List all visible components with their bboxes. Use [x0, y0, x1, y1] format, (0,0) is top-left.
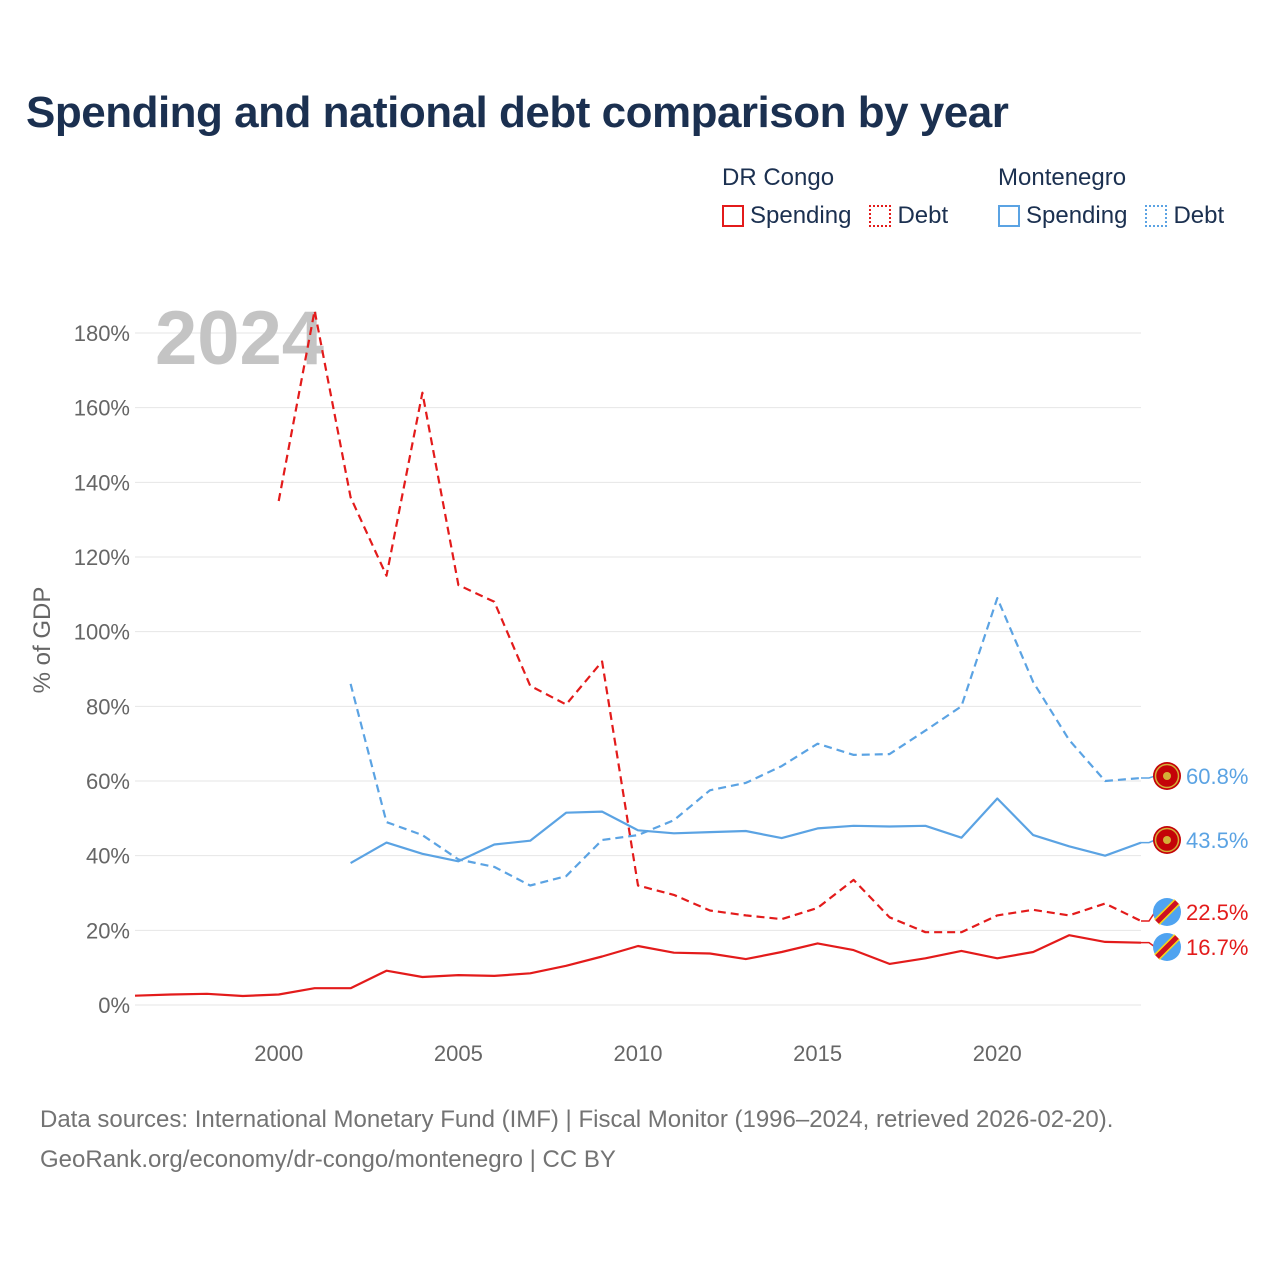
- flag-border: [1154, 763, 1180, 789]
- legend-country-name: DR Congo: [722, 164, 835, 191]
- series-line-montenegro-spending: [350, 797, 1142, 865]
- legend-swatch-dotted: [1145, 205, 1168, 227]
- x-tick-label: 2010: [614, 1041, 663, 1066]
- legend-group-dr-congo: DR Congo Spending Debt: [722, 160, 948, 230]
- year-watermark: 2024: [155, 296, 324, 381]
- y-tick-label: 180%: [74, 321, 130, 346]
- x-tick-label: 2015: [793, 1041, 842, 1066]
- legend-swatch-solid: [722, 205, 744, 227]
- legend-item-drc-debt[interactable]: Debt: [869, 202, 948, 230]
- y-tick-label: 120%: [74, 545, 130, 570]
- legend-item-label: Debt: [897, 202, 949, 229]
- flag-emblem: [1163, 772, 1171, 780]
- series-lines: [134, 309, 1142, 998]
- series-line-dr-congo-debt: [277, 309, 1142, 934]
- x-tick-label: 2005: [434, 1041, 483, 1066]
- legend-item-drc-spending[interactable]: Spending: [722, 202, 851, 230]
- end-value-label: 60.8%: [1186, 764, 1248, 789]
- flag-emblem: [1163, 836, 1171, 844]
- end-value-label: 43.5%: [1186, 828, 1248, 853]
- y-tick-label: 60%: [86, 769, 130, 794]
- gridlines: [135, 332, 1141, 1006]
- footer-source: Data sources: International Monetary Fun…: [40, 1106, 1114, 1133]
- series-line-dr-congo-spending: [134, 934, 1142, 998]
- legend-country-name: Montenegro: [998, 164, 1127, 191]
- y-tick-label: 0%: [98, 993, 130, 1018]
- legend-item-label: Debt: [1173, 202, 1225, 229]
- footer-url[interactable]: GeoRank.org/economy/dr-congo/montenegro …: [40, 1146, 616, 1173]
- legend-item-label: Spending: [1026, 202, 1128, 229]
- flag-stripe-red: [1155, 935, 1179, 959]
- x-tick-label: 2000: [254, 1041, 303, 1066]
- x-tick-label: 2020: [973, 1041, 1022, 1066]
- end-value-label: 16.7%: [1186, 935, 1248, 960]
- series-line-montenegro-debt: [349, 596, 1142, 887]
- y-tick-label: 80%: [86, 694, 130, 719]
- y-axis: 0% 20% 40% 60% 80% 100% 120% 140% 160% 180%: [74, 321, 130, 1018]
- end-labels: 16.7% 22.5% 43.5% 60.8%: [1141, 762, 1248, 961]
- y-tick-label: 160%: [74, 396, 130, 421]
- legend-item-label: Spending: [750, 202, 852, 229]
- y-tick-label: 20%: [86, 918, 130, 943]
- x-axis: 2000 2005 2010 2015 2020: [254, 1041, 1022, 1066]
- legend-swatch-solid: [998, 205, 1020, 227]
- y-axis-label: % of GDP: [29, 587, 56, 694]
- legend-item-mne-spending[interactable]: Spending: [998, 202, 1127, 230]
- flag-stripe-red: [1155, 900, 1179, 924]
- flag-border: [1154, 827, 1180, 853]
- line-chart: 2024 0%20%40%60%80%100%120%140%160%180% …: [29, 296, 1248, 1066]
- chart-title: Spending and national debt comparison by…: [26, 88, 1009, 137]
- legend-swatch-dotted: [869, 205, 892, 227]
- y-tick-label: 40%: [86, 844, 130, 869]
- legend-item-mne-debt[interactable]: Debt: [1145, 202, 1224, 230]
- y-tick-label: 140%: [74, 470, 130, 495]
- end-value-label: 22.5%: [1186, 900, 1248, 925]
- legend-group-montenegro: Montenegro Spending Debt: [998, 160, 1224, 230]
- y-tick-label: 100%: [74, 620, 130, 645]
